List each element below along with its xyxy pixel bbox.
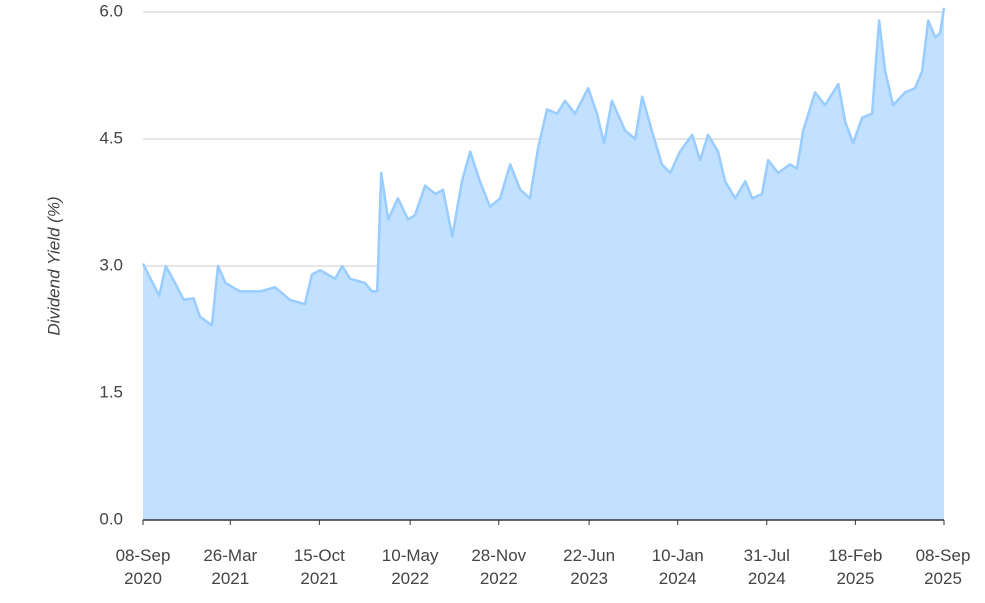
y-tick-label: 0.0	[99, 509, 123, 528]
y-tick-label: 1.5	[99, 382, 123, 401]
y-tick-label: 3.0	[99, 255, 123, 274]
x-tick-label: 15-Oct 2021	[293, 546, 345, 588]
x-tick-label: 26-Mar 2021	[203, 546, 258, 588]
y-tick-label: 6.0	[99, 1, 123, 20]
y-tick-label: 4.5	[99, 128, 123, 147]
x-tick-label: 31-Jul 2024	[743, 546, 790, 588]
x-tick-label: 10-May 2022	[381, 546, 439, 588]
x-tick-label: 28-Nov 2022	[471, 546, 527, 588]
y-axis-label: Dividend Yield (%)	[44, 196, 63, 335]
x-tick-label: 10-Jan 2024	[651, 546, 704, 588]
line	[141, 7, 946, 327]
area	[143, 7, 944, 521]
x-tick-label: 22-Jun 2023	[563, 546, 616, 588]
x-tick-label: 08-Sep 2025	[915, 546, 971, 588]
x-tick-label: 08-Sep 2020	[115, 546, 171, 588]
x-tick-label: 18-Feb 2025	[828, 546, 883, 588]
